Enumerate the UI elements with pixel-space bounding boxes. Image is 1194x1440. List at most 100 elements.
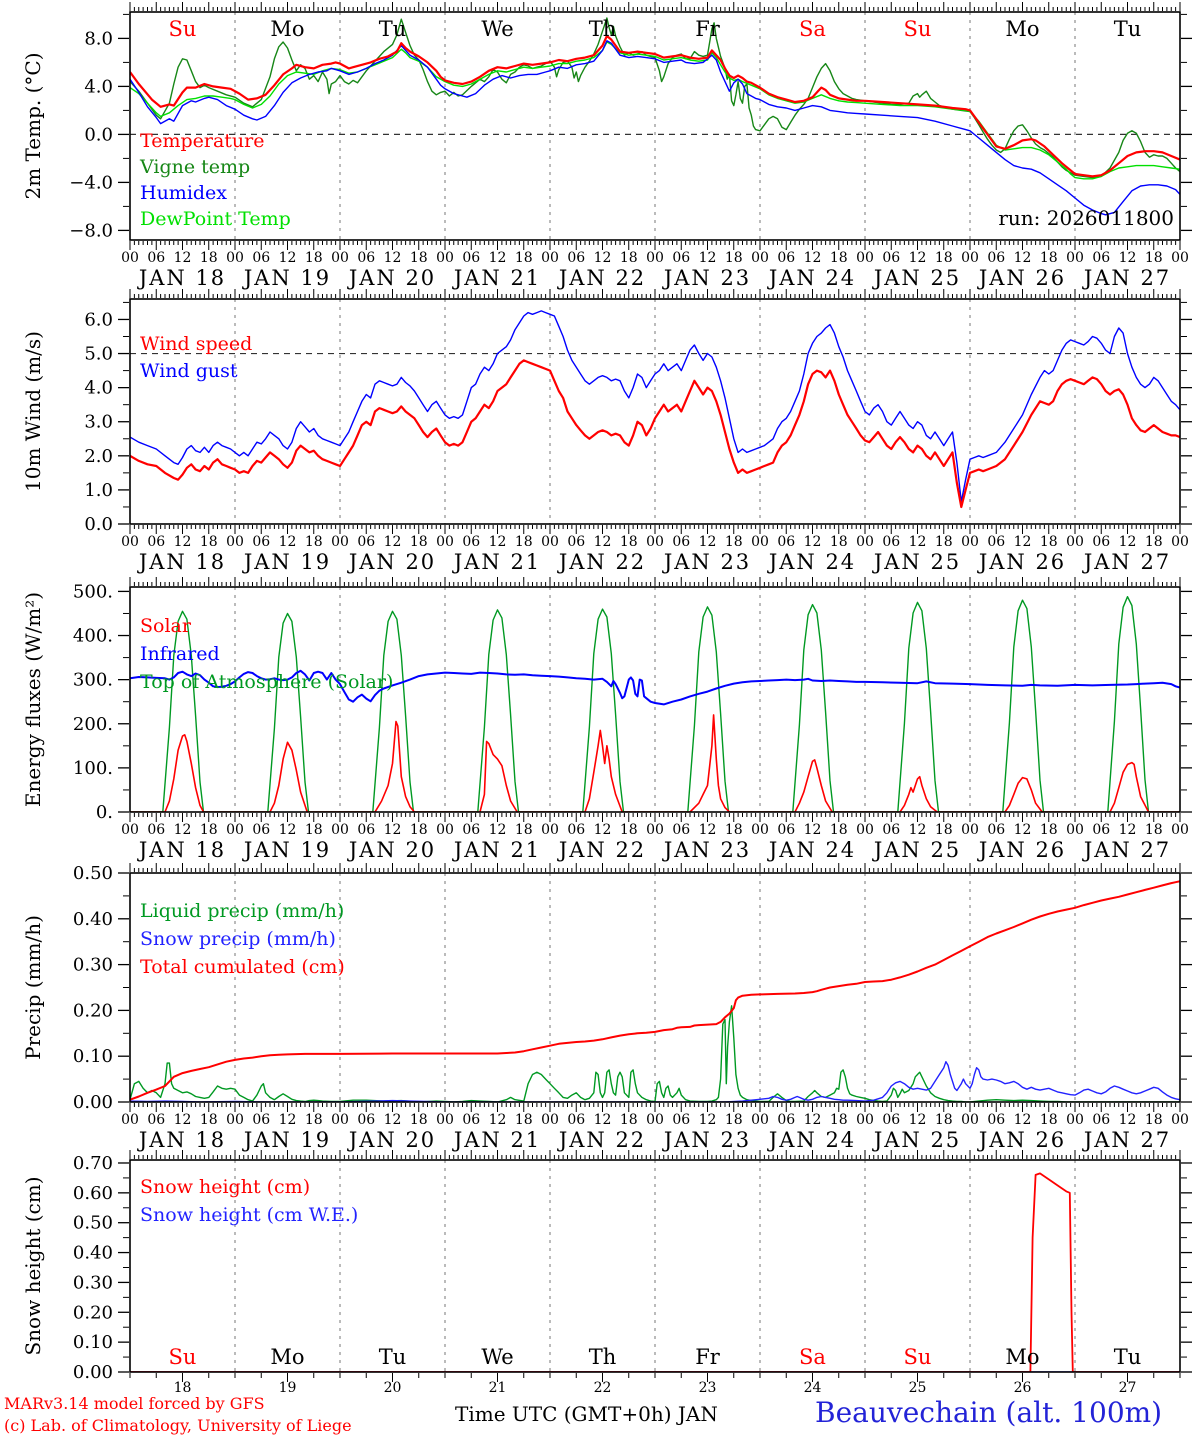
- hour-tick-label: 00: [856, 822, 874, 838]
- hour-tick-label: 06: [987, 822, 1005, 838]
- hour-tick-label: 18: [620, 534, 638, 550]
- hour-tick-label: 00: [226, 822, 244, 838]
- day-name-label: Su: [169, 17, 197, 41]
- y-tick-label: 8.0: [84, 28, 113, 49]
- date-label: JAN 18: [137, 266, 226, 290]
- series-vigne-temp: [130, 17, 1180, 179]
- hour-tick-label: 18: [515, 1112, 533, 1128]
- hour-tick-label: 18: [1145, 822, 1163, 838]
- date-label: JAN 25: [872, 1128, 961, 1152]
- date-label: JAN 22: [557, 266, 646, 290]
- date-label: JAN 24: [767, 266, 856, 290]
- hour-tick-label: 12: [489, 822, 507, 838]
- hour-tick-label: 00: [541, 534, 559, 550]
- date-label: JAN 24: [767, 838, 856, 862]
- hour-tick-label: 18: [410, 534, 428, 550]
- hour-tick-label: 06: [987, 534, 1005, 550]
- tick-comb: [129, 1150, 1181, 1382]
- hour-tick-label: 18: [935, 822, 953, 838]
- tick-comb: [129, 863, 1181, 1112]
- hour-tick-label: 12: [699, 250, 717, 266]
- panel-wind: 6.0 5.0 4.0 3.0 2.0 1.0 0.0 10m Wind (m/s) Wind …: [21, 289, 1192, 574]
- hour-tick-label: 00: [1171, 250, 1189, 266]
- date-label: JAN 20: [347, 838, 436, 862]
- hour-tick-label: 00: [121, 1112, 139, 1128]
- date-label: JAN 20: [347, 266, 436, 290]
- x-axis-title: Time UTC (GMT+0h) JAN: [455, 1402, 718, 1426]
- hour-tick-label: 00: [541, 822, 559, 838]
- hour-tick-label: 12: [279, 250, 297, 266]
- legend-temperature-3: DewPoint Temp: [140, 208, 291, 230]
- hour-tick-label: 12: [279, 534, 297, 550]
- hour-tick-label: 18: [725, 534, 743, 550]
- hour-tick-label: 06: [462, 534, 480, 550]
- date-label: JAN 22: [557, 550, 646, 574]
- date-label: JAN 19: [242, 1128, 331, 1152]
- date-label: JAN 21: [452, 1128, 541, 1152]
- y-tick-label: 5.0: [84, 344, 113, 365]
- legend-wind-0: Wind speed: [140, 333, 252, 355]
- hour-tick-label: 18: [515, 822, 533, 838]
- hour-tick-label: 06: [462, 250, 480, 266]
- hour-tick-label: 00: [856, 534, 874, 550]
- hour-tick-label: 18: [725, 1112, 743, 1128]
- day-name-label: Th: [589, 17, 617, 41]
- date-label: JAN 23: [662, 266, 751, 290]
- hour-tick-label: 00: [331, 250, 349, 266]
- hour-tick-label: 00: [436, 534, 454, 550]
- hour-tick-label: 06: [777, 822, 795, 838]
- hour-tick-label: 12: [174, 250, 192, 266]
- y-tick-label: −4.0: [69, 172, 113, 193]
- hour-tick-label: 00: [1171, 822, 1189, 838]
- hour-tick-label: 06: [252, 822, 270, 838]
- hour-tick-label: 00: [1171, 1112, 1189, 1128]
- date-label: JAN 27: [1082, 1128, 1171, 1152]
- day-number-label: 27: [1119, 1380, 1137, 1396]
- series-wind-gust: [130, 310, 1180, 503]
- y-tick-label: 0.10: [73, 1046, 113, 1067]
- panel-frame: [129, 1159, 1181, 1373]
- date-label: JAN 24: [767, 550, 856, 574]
- hour-tick-label: 00: [226, 1112, 244, 1128]
- hour-tick-label: 18: [305, 822, 323, 838]
- y-tick-label: 0.0: [84, 514, 113, 535]
- hour-tick-label: 18: [305, 1112, 323, 1128]
- legend-energy-0: Solar: [140, 615, 192, 637]
- model-credit-line2: (c) Lab. of Climatology, University of L…: [4, 1416, 352, 1435]
- series-infrared: [130, 669, 1180, 706]
- y-tick-label: 0.00: [73, 1092, 113, 1113]
- hour-tick-label: 06: [1092, 534, 1110, 550]
- hour-tick-label: 18: [725, 822, 743, 838]
- hour-tick-label: 12: [384, 250, 402, 266]
- hour-tick-label: 00: [436, 822, 454, 838]
- panel-energy: 500. 400. 300. 200. 100. 0. Energy fluxes (W/m…: [21, 577, 1192, 862]
- hour-tick-label: 12: [1014, 534, 1032, 550]
- day-name-label: Su: [169, 1345, 197, 1369]
- hour-tick-label: 12: [909, 250, 927, 266]
- hour-tick-label: 18: [200, 822, 218, 838]
- hour-tick-label: 00: [226, 250, 244, 266]
- hour-tick-label: 18: [200, 250, 218, 266]
- hour-tick-label: 12: [594, 822, 612, 838]
- day-number-label: 21: [489, 1380, 507, 1396]
- hour-tick-label: 18: [1145, 534, 1163, 550]
- legend-wind-1: Wind gust: [140, 360, 238, 382]
- hour-tick-label: 06: [252, 534, 270, 550]
- hour-tick-label: 12: [279, 1112, 297, 1128]
- hour-tick-label: 06: [882, 822, 900, 838]
- date-label: JAN 26: [977, 838, 1066, 862]
- hour-tick-label: 00: [856, 1112, 874, 1128]
- hour-tick-label: 00: [646, 822, 664, 838]
- hour-tick-label: 18: [935, 1112, 953, 1128]
- panel-frame: [129, 11, 1181, 241]
- y-tick-label: 1.0: [84, 480, 113, 501]
- panel-precip: 0.50 0.40 0.30 0.20 0.10 0.00 Precip (mm/h) Liq…: [21, 863, 1192, 1152]
- day-number-label: 25: [909, 1380, 927, 1396]
- hour-tick-label: 18: [515, 534, 533, 550]
- hour-tick-label: 18: [1145, 1112, 1163, 1128]
- hour-tick-label: 12: [384, 1112, 402, 1128]
- hour-tick-label: 00: [856, 250, 874, 266]
- hour-tick-label: 18: [305, 534, 323, 550]
- date-label: JAN 19: [242, 838, 331, 862]
